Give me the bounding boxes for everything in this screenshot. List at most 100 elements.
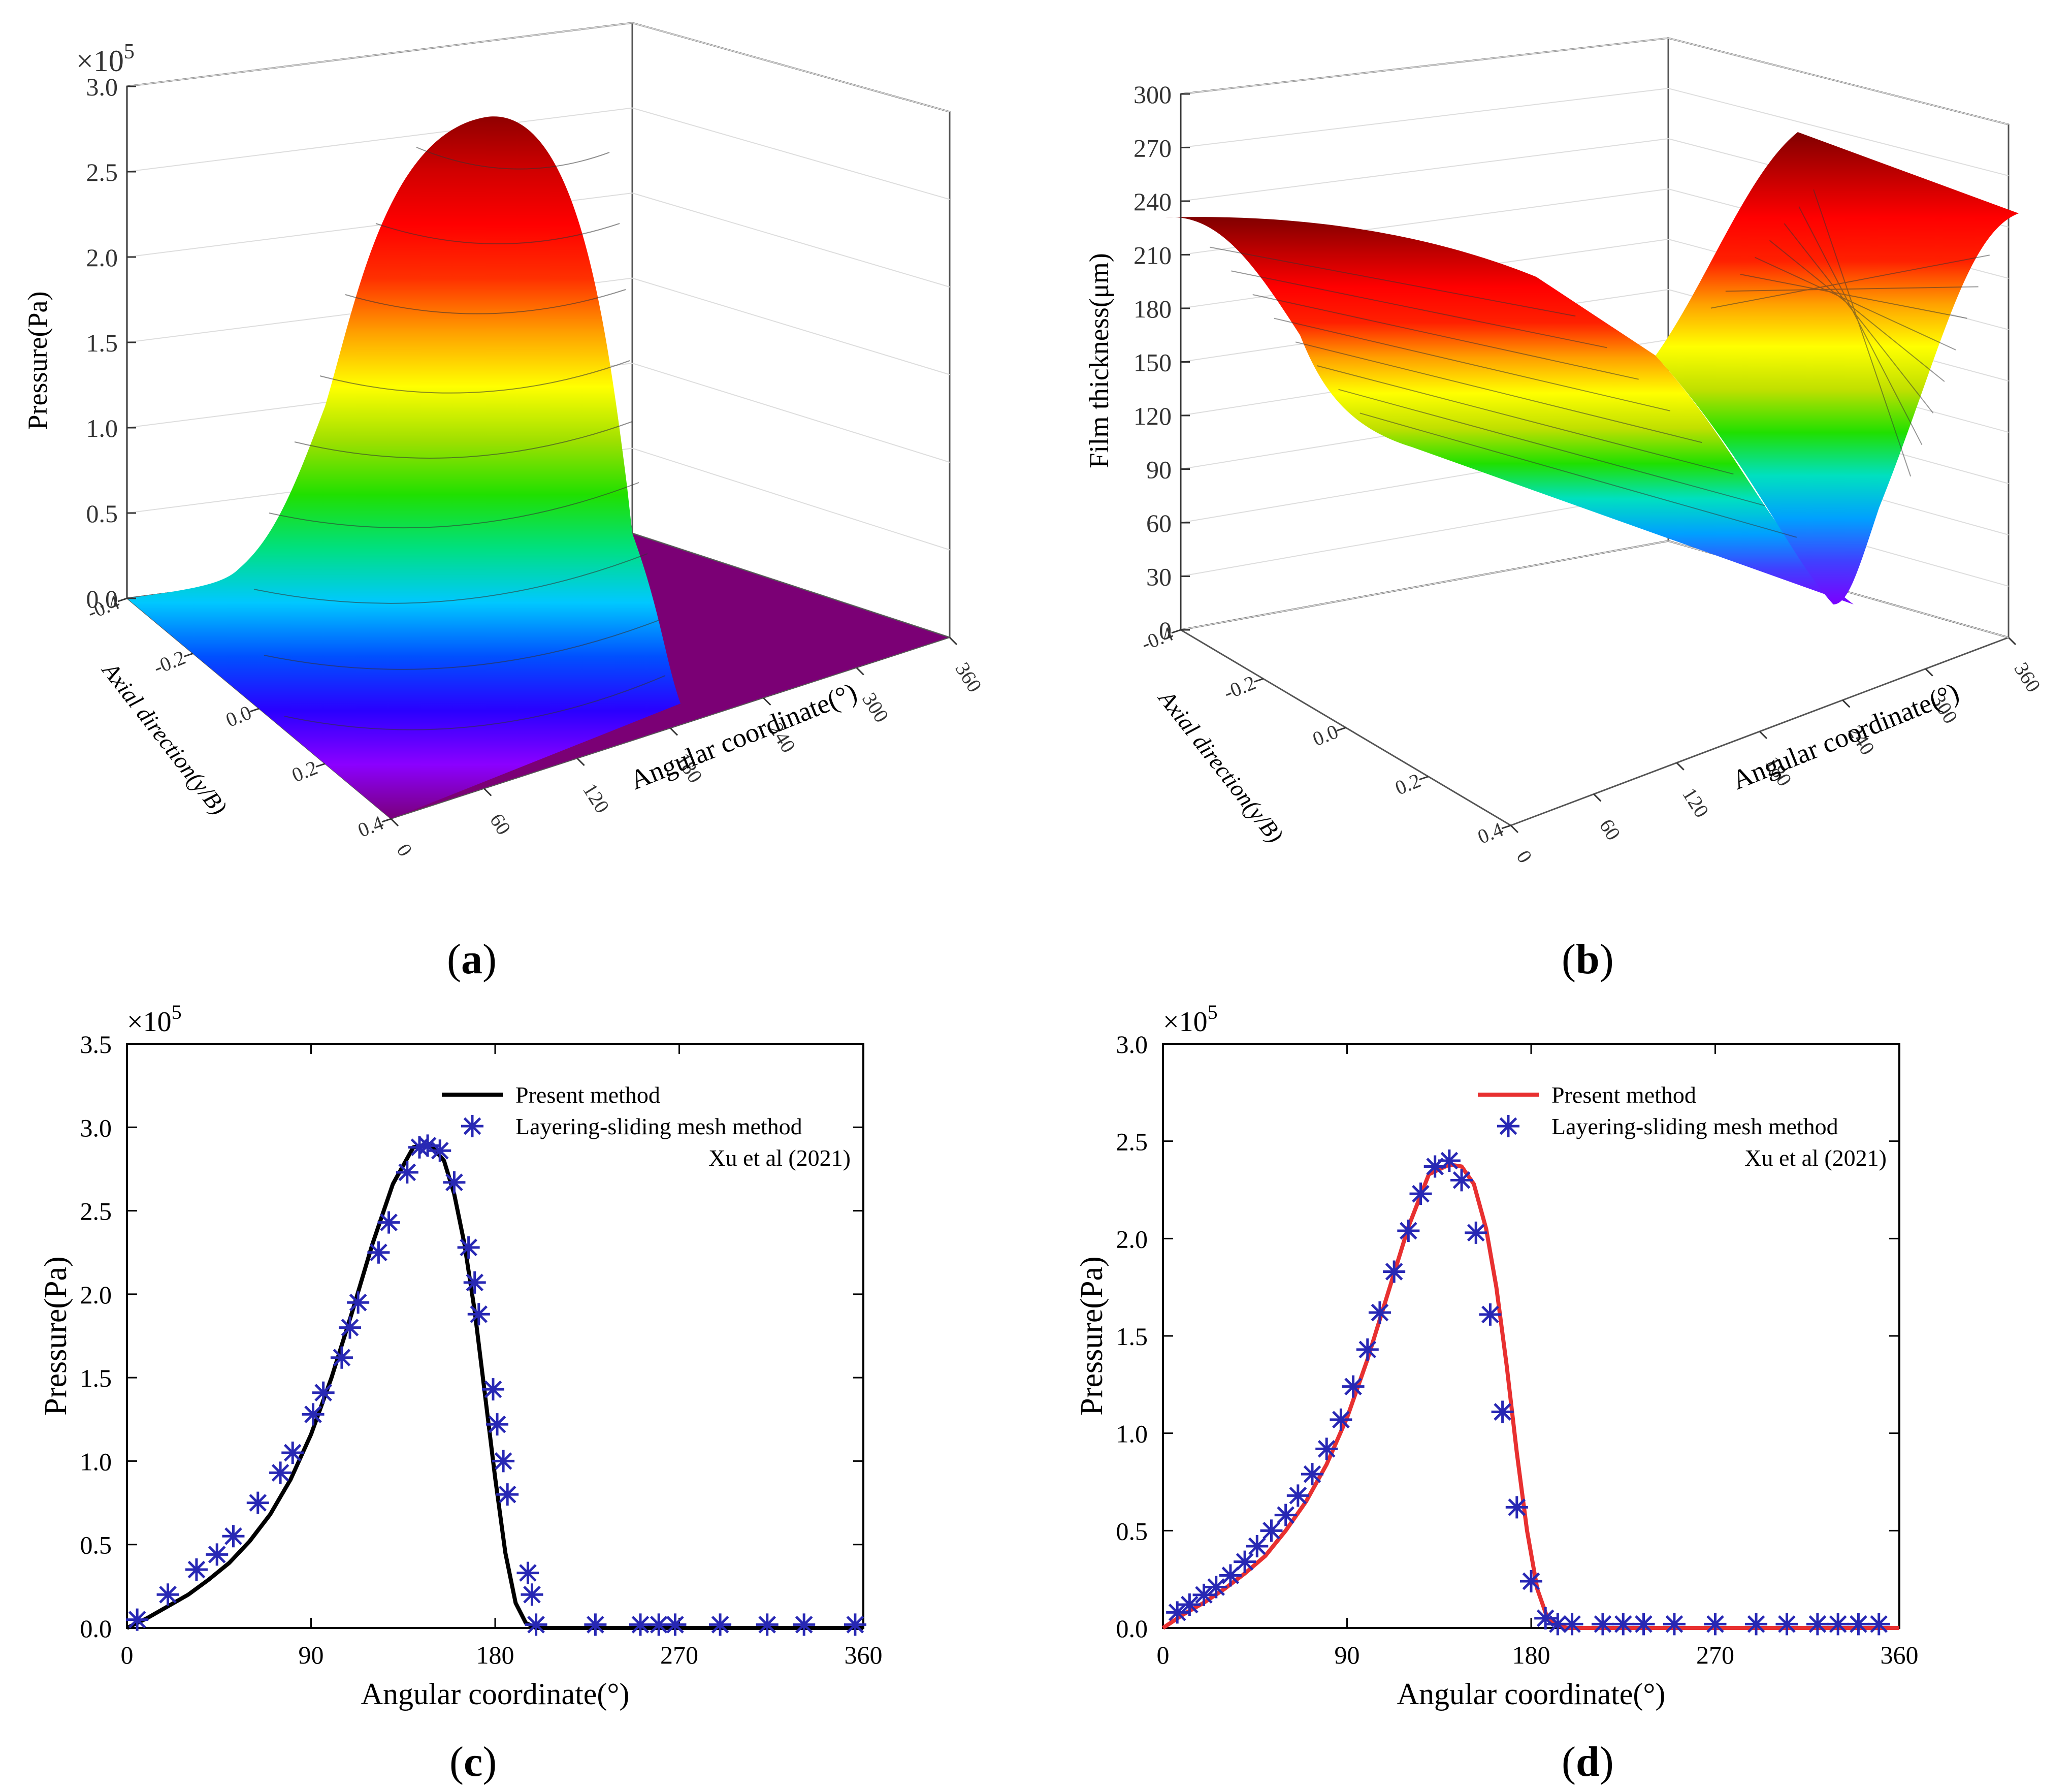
a-grid-line [126,107,633,172]
c-marker-point [347,1291,370,1314]
c-marker-point [492,1450,515,1473]
d-marker-point [1383,1260,1406,1283]
d-legend-line-label: Present method [1551,1082,1696,1108]
c-y-tick-label: 1.5 [80,1364,112,1392]
chart-a-z-ticks: 0.0 0.5 1.0 1.5 2.0 2.5 3.0 [86,73,136,613]
d-marker-point [1356,1338,1379,1361]
a-x-tick-label: 360 [951,658,986,696]
panel-label-b: (b) [1562,936,1614,983]
b-y-tick [1254,678,1264,683]
c-marker-point [367,1241,390,1264]
d-marker-point [1178,1593,1201,1616]
d-marker-point [1192,1583,1215,1606]
a-y-tick-label: 0.0 [222,701,254,731]
d-y-tick-label: 1.0 [1116,1420,1148,1448]
c-marker-point [339,1316,362,1339]
a-x-tick [483,788,492,796]
b-grid-line [1180,540,1669,630]
chart-b-surface-right [1656,132,2019,604]
panel-label-d: (d) [1562,1738,1614,1785]
c-marker-point [156,1583,179,1606]
d-marker-point [1450,1169,1473,1192]
d-y-tick-label: 0.5 [1116,1517,1148,1545]
b-y-tick-label: -0.2 [1220,671,1259,704]
d-marker-point [1368,1301,1391,1324]
a-x-tick-label: 0 [392,840,417,860]
d-marker-point [1632,1613,1655,1636]
chart-c-pressure-comparison: 0.0 0.5 1.0 1.5 2.0 2.5 3.0 3.5 0 90 180 270 360 ×105… [39,1001,883,1711]
b-x-tick [1842,699,1851,708]
d-marker-point [1745,1613,1768,1636]
c-legend-line-label: Present method [515,1082,660,1108]
a-grid-line [632,22,950,112]
chart-a-pressure-surface: 0.00.51.01.52.02.53.0 ×105 Pressure(Pa) … [22,22,986,860]
a-x-tick-label: 300 [858,688,893,726]
b-y-tick [1501,824,1511,829]
chart-b-film-thickness-surface: 0 30 60 90 120 150 180 210 240 270 300 Film thickn… [1084,37,2045,867]
b-x-tick [1676,762,1685,771]
c-y-multiplier: ×105 [127,1001,182,1038]
c-marker-point [222,1525,245,1548]
b-contour-line [1274,317,1671,411]
d-marker-point [1520,1570,1542,1592]
chart-a-z-label: Pressure(Pa) [22,292,53,430]
a-contour-line [264,619,661,670]
a-grid-line [632,277,950,375]
d-y-tick-label: 0.0 [1116,1614,1148,1643]
c-marker-point [467,1303,490,1326]
a-z-tick-label: 2.0 [86,243,118,272]
d-x-tick-label: 90 [1335,1641,1360,1669]
b-grid-line [1668,88,2009,176]
b-x-tick-label: 0 [1512,846,1537,867]
d-y-tick-label: 2.0 [1116,1225,1148,1253]
b-contour-line [1755,257,1956,350]
c-legend-marker-label: Layering-sliding mesh method [515,1113,802,1139]
c-marker-point [629,1613,652,1636]
c-marker-point [463,1271,486,1294]
b-contour-line [1338,389,1765,506]
c-marker-point [302,1403,325,1426]
c-x-tick-label: 90 [299,1641,324,1669]
d-y-tick-label: 2.5 [1116,1128,1148,1156]
a-contour-line [345,289,626,314]
c-marker-point [664,1613,687,1636]
panel-label-c: (c) [449,1738,497,1785]
d-marker-point [1612,1613,1635,1636]
d-x-tick-label: 180 [1512,1641,1550,1669]
b-grid-line [1180,38,1669,94]
a-z-tick-label: 1.0 [86,414,118,442]
b-grid-line [1668,38,2009,125]
d-legend-citation: Xu et al (2021) [1744,1145,1887,1171]
c-marker-point [281,1442,304,1464]
d-y-tick-label: 3.0 [1116,1030,1148,1059]
d-x-axis-label: Angular coordinate(°) [1397,1677,1666,1711]
c-y-tick-label: 3.0 [80,1113,112,1142]
d-marker-point [1561,1613,1583,1636]
b-z-tick-label: 180 [1134,295,1172,323]
b-y-tick-label: 0.2 [1392,769,1424,799]
d-marker-point [1260,1519,1283,1542]
a-contour-line [253,553,648,604]
d-marker-point [1286,1484,1309,1507]
a-y-tick [249,708,260,713]
c-marker-point [457,1236,480,1259]
a-x-tick [763,697,771,706]
c-marker-point [481,1378,504,1401]
c-marker-point [206,1543,229,1566]
a-y-tick [315,763,326,768]
d-legend-marker-swatch [1497,1115,1519,1137]
a-x-tick [576,757,585,766]
a-contour-line [269,482,639,529]
chart-b-surface-left [1166,217,1854,604]
a-grid-line [632,363,950,463]
a-y-tick [117,597,127,602]
b-contour-line [1359,412,1797,538]
a-y-tick [381,818,392,823]
chart-a-contours [253,147,666,730]
d-x-tick-label: 360 [1881,1641,1919,1669]
d-marker-point [1479,1303,1502,1326]
a-y-tick-label: 0.4 [354,811,386,842]
c-x-tick-label: 180 [476,1641,514,1669]
d-marker-point [1867,1613,1890,1636]
c-marker-point [844,1613,866,1636]
